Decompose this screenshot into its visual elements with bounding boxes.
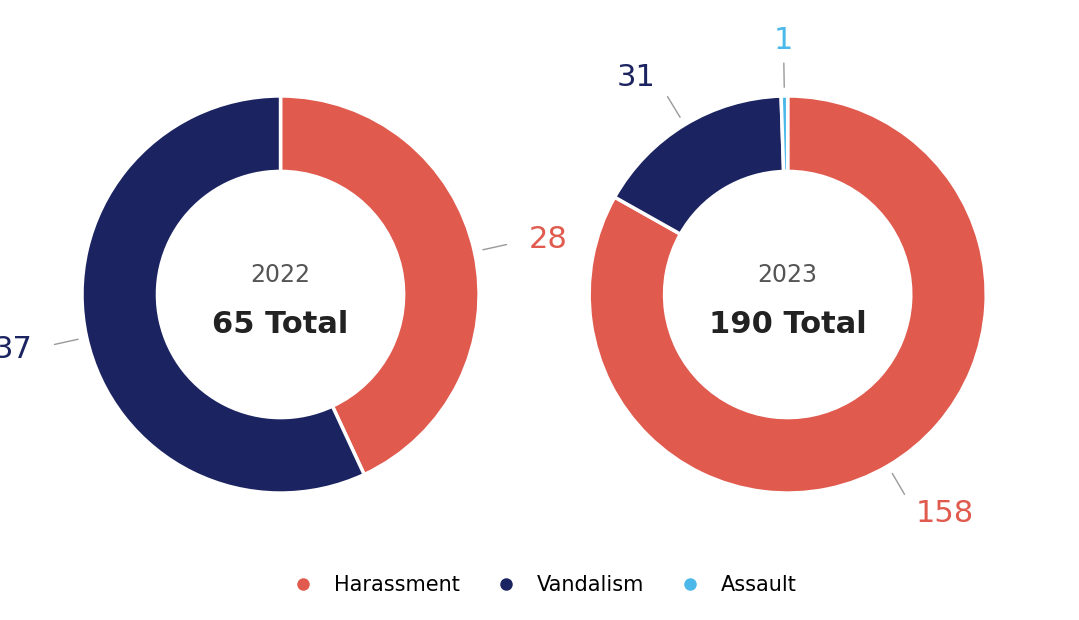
Text: 31: 31 bbox=[617, 63, 656, 92]
Text: 37: 37 bbox=[0, 335, 32, 364]
Text: 1: 1 bbox=[774, 26, 793, 55]
Legend: Harassment, Vandalism, Assault: Harassment, Vandalism, Assault bbox=[273, 567, 806, 603]
Text: 2023: 2023 bbox=[757, 263, 818, 286]
Text: 158: 158 bbox=[916, 499, 974, 528]
Wedge shape bbox=[781, 96, 788, 172]
Text: 28: 28 bbox=[529, 225, 568, 254]
Text: 190 Total: 190 Total bbox=[709, 310, 866, 339]
Wedge shape bbox=[589, 96, 986, 493]
Text: 2022: 2022 bbox=[250, 263, 311, 286]
Text: 65 Total: 65 Total bbox=[213, 310, 349, 339]
Wedge shape bbox=[615, 96, 783, 234]
Wedge shape bbox=[281, 96, 479, 474]
Wedge shape bbox=[82, 96, 365, 493]
